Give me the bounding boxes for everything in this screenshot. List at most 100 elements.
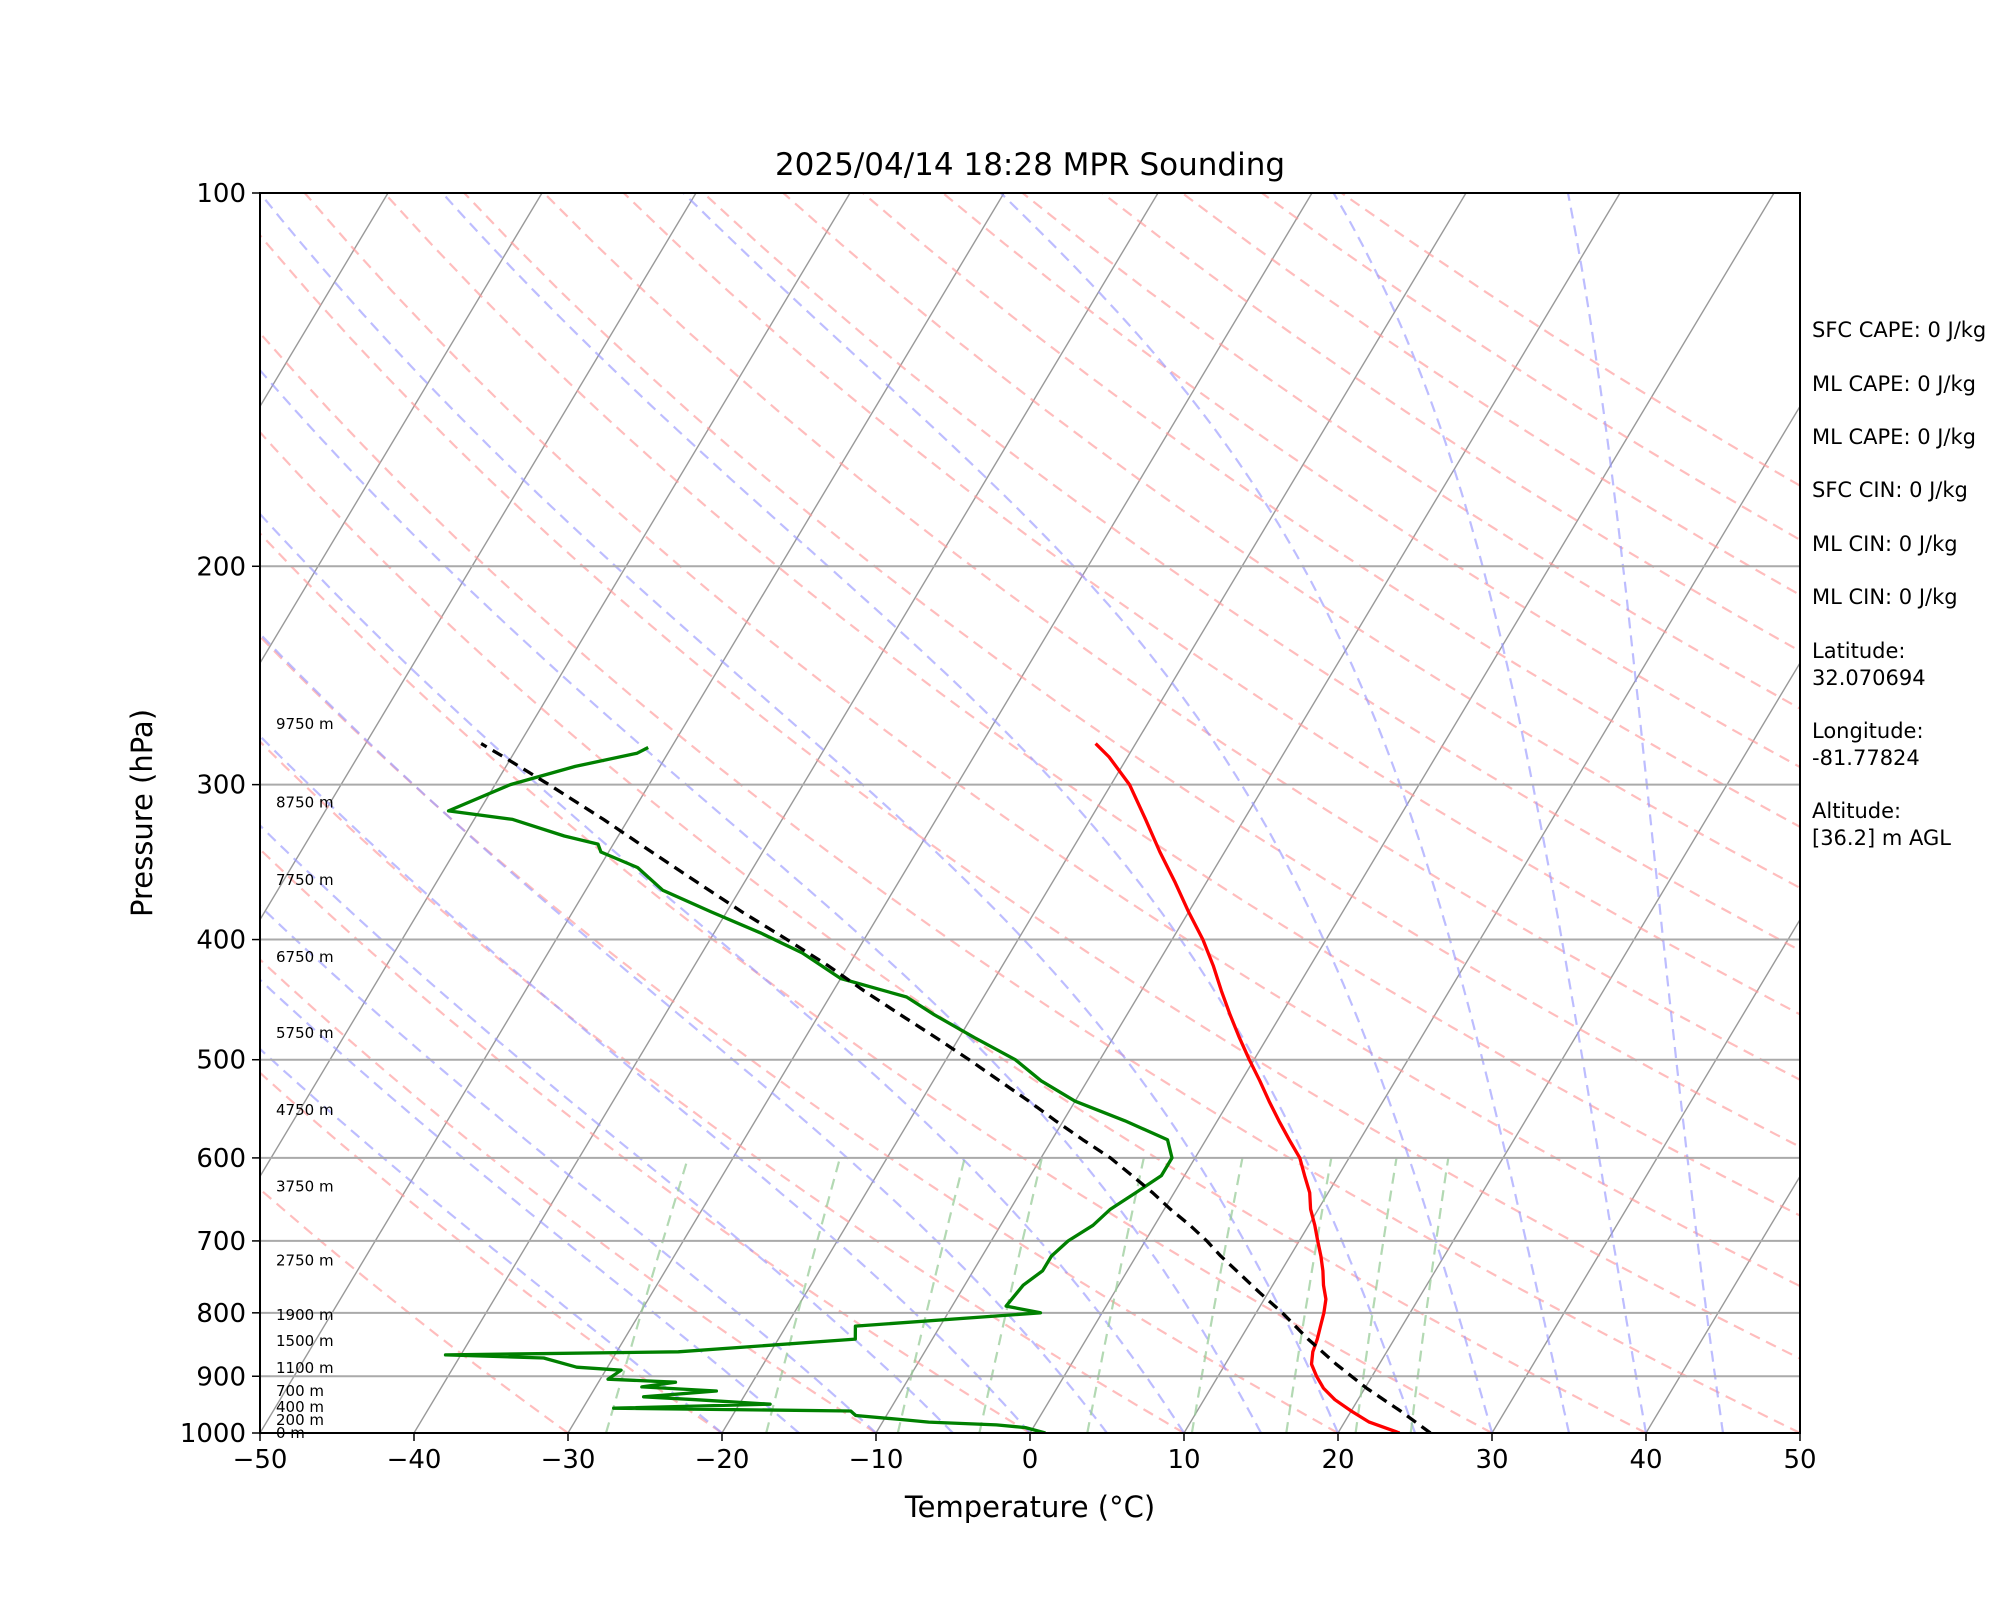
isotherm-line [260, 193, 851, 1178]
height-label: 6750 m [276, 948, 334, 966]
x-tick-label: −20 [695, 1445, 750, 1475]
y-tick-label: 300 [196, 771, 246, 801]
background-lines [260, 193, 1800, 1433]
info-line: ML CIN: 0 J/kg [1812, 585, 1958, 609]
dry-adiabat-line [260, 1187, 569, 1433]
isotherm-line [1029, 193, 1775, 1433]
info-line: Longitude: [1812, 719, 1924, 743]
y-tick-label: 1000 [180, 1419, 246, 1449]
moist-adiabat-line [260, 734, 1031, 1433]
x-tick-label: 30 [1475, 1445, 1508, 1475]
mixing-ratio-line [1285, 1157, 1333, 1433]
info-line: ML CAPE: 0 J/kg [1812, 372, 1976, 396]
info-line: ML CAPE: 0 J/kg [1812, 425, 1976, 449]
dry-adiabat-line [543, 193, 1800, 1082]
x-tick-label: −40 [387, 1445, 442, 1475]
dry-adiabat-line [463, 193, 1800, 1149]
isotherm-line [413, 193, 1159, 1433]
x-tick-label: −10 [849, 1445, 904, 1475]
x-tick-label: −30 [541, 1445, 596, 1475]
moist-adiabat-line [260, 632, 1108, 1433]
isotherm-line [1183, 404, 1800, 1433]
info-line: SFC CIN: 0 J/kg [1812, 478, 1968, 502]
moist-adiabat-line [260, 512, 1185, 1433]
pressure-grid [260, 565, 1800, 1378]
dry-adiabat-line [260, 1071, 723, 1433]
x-axis: −50 −40 −30 −20 −10 0 10 20 30 40 50 [233, 1433, 1817, 1475]
mixing-ratio-line [765, 1157, 842, 1433]
x-tick-label: 0 [1022, 1445, 1039, 1475]
dry-adiabat-line [260, 531, 1493, 1433]
isotherm-line [567, 193, 1313, 1433]
sounding-info-panel: SFC CAPE: 0 J/kg ML CAPE: 0 J/kg ML CAPE: … [1812, 318, 1986, 850]
info-line: -81.77824 [1812, 746, 1920, 770]
height-label: 2750 m [276, 1252, 334, 1270]
info-line: Latitude: [1812, 639, 1906, 663]
info-line: Altitude: [1812, 799, 1901, 823]
info-line: 32.070694 [1812, 666, 1926, 690]
moist-adiabat-line [260, 368, 1262, 1433]
height-label: 0 m [276, 1424, 305, 1442]
y-tick-label: 400 [196, 926, 246, 956]
moist-adiabat-line [441, 193, 1417, 1433]
dewpoint-line [443, 746, 1174, 1433]
temperature-line [1094, 742, 1401, 1433]
mixing-ratio-line [1086, 1157, 1145, 1433]
dry-adiabat-line [260, 847, 1031, 1433]
isotherm-line [1645, 1174, 1800, 1433]
height-label: 1500 m [276, 1332, 334, 1350]
isotherm-line [1337, 661, 1800, 1433]
height-label: 4750 m [276, 1101, 334, 1119]
parcel-line [480, 742, 1432, 1433]
moist-adiabat-line [260, 824, 954, 1433]
mixing-ratio-line [1190, 1157, 1244, 1433]
dry-adiabat-line [942, 193, 1800, 769]
dry-adiabat-line [303, 193, 1800, 1288]
dry-adiabat-line [622, 193, 1800, 1016]
info-line: [36.2] m AGL [1812, 826, 1951, 850]
isotherm-line [721, 193, 1467, 1433]
isotherm-line [260, 193, 1005, 1433]
x-tick-label: −50 [233, 1445, 288, 1475]
mixing-ratio-line [978, 1157, 1043, 1433]
isotherm-line [875, 193, 1621, 1433]
x-tick-label: 40 [1629, 1445, 1662, 1475]
moist-adiabat-line [682, 193, 1494, 1433]
y-tick-label: 600 [196, 1144, 246, 1174]
height-label: 7750 m [276, 871, 334, 889]
mixing-ratio-line [1409, 1157, 1450, 1433]
isotherm-line [260, 193, 543, 665]
dry-adiabat-line [702, 193, 1800, 952]
moist-adiabat-line [260, 1047, 723, 1433]
info-line: SFC CAPE: 0 J/kg [1812, 318, 1986, 342]
dry-adiabat-line [260, 430, 1647, 1433]
isotherm-line [260, 193, 389, 408]
y-axis: 100 200 300 400 500 600 700 800 900 1000 [180, 179, 260, 1449]
height-label: 200 m [276, 1411, 324, 1429]
moist-adiabat-line [260, 978, 800, 1433]
moist-adiabat-line [1000, 193, 1571, 1433]
height-label: 9750 m [276, 715, 334, 733]
x-axis-label: Temperature (°C) [904, 1490, 1155, 1524]
y-tick-label: 500 [196, 1046, 246, 1076]
height-label: 3750 m [276, 1178, 334, 1196]
dry-adiabat-line [1021, 193, 1800, 710]
mixing-ratio-line [1354, 1157, 1398, 1433]
height-label: 8750 m [276, 793, 334, 811]
dry-adiabat-line [782, 193, 1800, 890]
isotherm-line [1491, 918, 1800, 1433]
dry-adiabat-line [260, 233, 1800, 1360]
isotherm-line [260, 193, 697, 922]
y-tick-label: 200 [196, 552, 246, 582]
y-tick-label: 800 [196, 1299, 246, 1329]
sounding-series [443, 742, 1432, 1433]
chart-title: 2025/04/14 18:28 MPR Sounding [775, 147, 1285, 183]
dry-adiabat-line [260, 958, 877, 1433]
mixing-ratio-line [896, 1157, 966, 1433]
height-label: 1900 m [276, 1306, 334, 1324]
moist-adiabat-line [260, 193, 1340, 1433]
dry-adiabat-line [260, 331, 1800, 1433]
moist-adiabat-line [1566, 193, 1725, 1433]
height-label: 700 m [276, 1382, 324, 1400]
